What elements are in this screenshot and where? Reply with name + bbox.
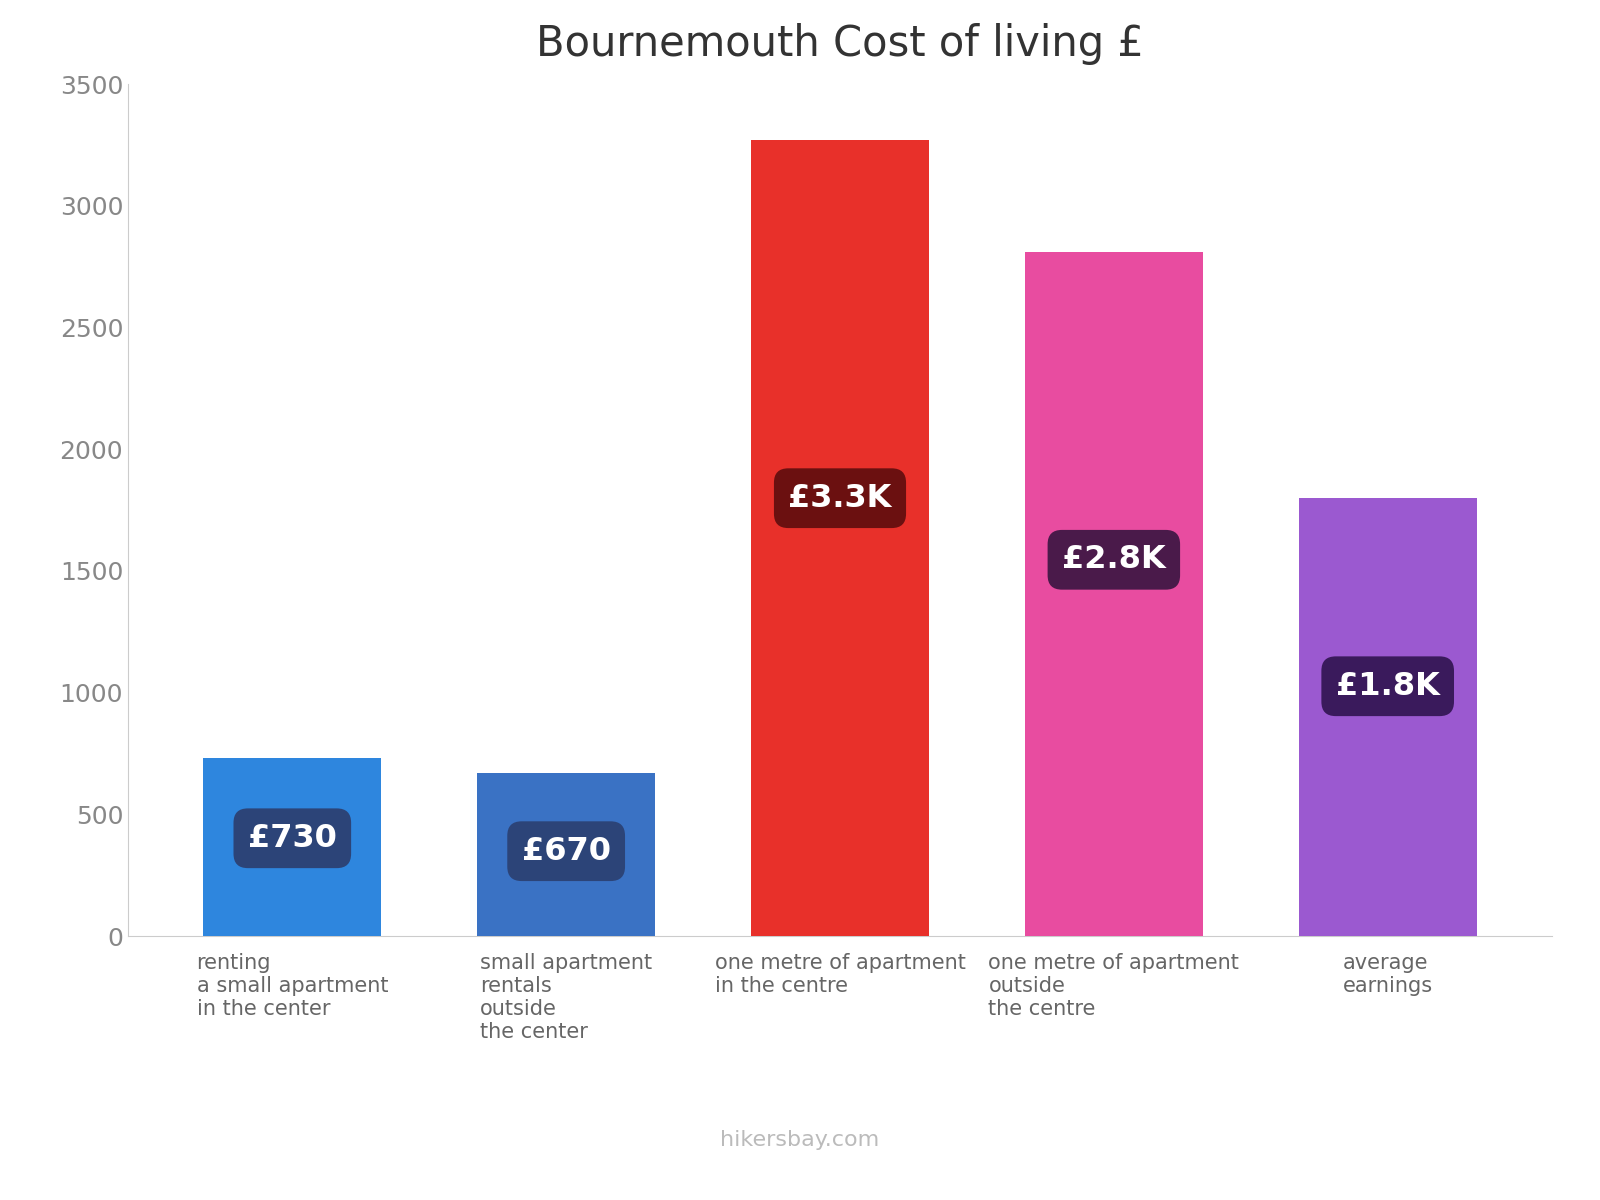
Text: £730: £730 [248,823,336,853]
Bar [1026,252,1203,936]
Text: hikersbay.com: hikersbay.com [720,1130,880,1150]
Bar [750,140,930,936]
Text: £2.8K: £2.8K [1062,545,1166,575]
Bar [477,773,654,936]
Text: £1.8K: £1.8K [1336,671,1440,702]
Title: Bournemouth Cost of living £: Bournemouth Cost of living £ [536,23,1144,65]
Text: £670: £670 [522,835,611,866]
Text: £3.3K: £3.3K [789,482,891,514]
Bar [1299,498,1477,936]
Bar [203,758,381,936]
